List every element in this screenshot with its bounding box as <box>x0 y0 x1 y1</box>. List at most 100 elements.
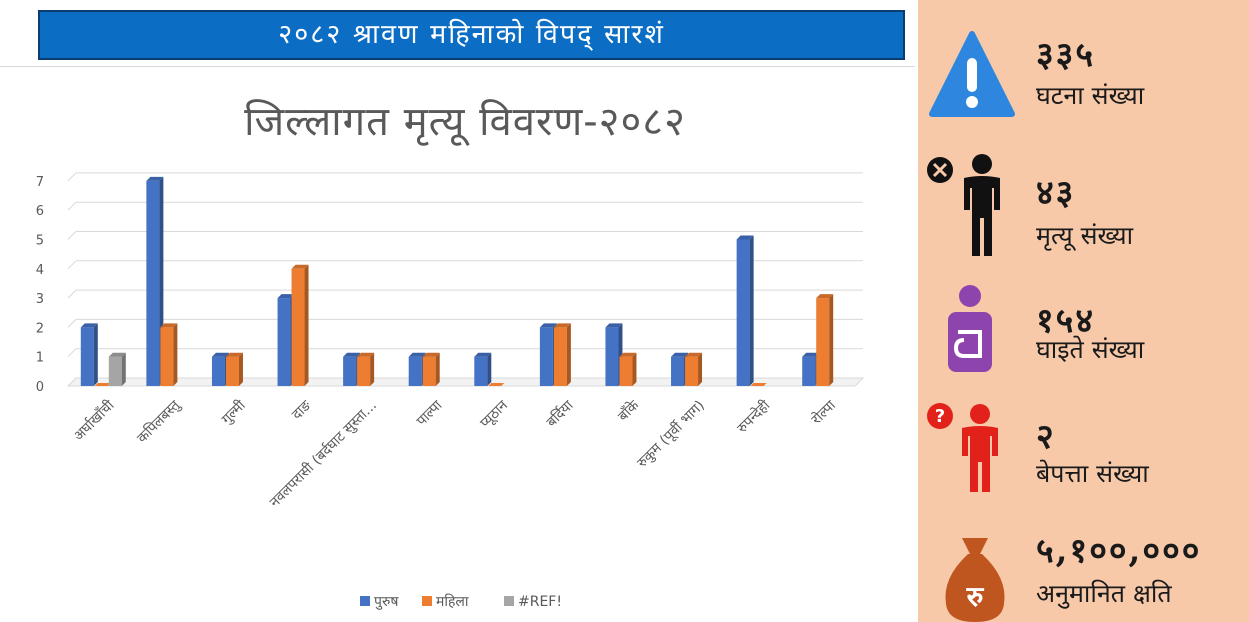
stat-missing: ? २ बेपत्ता संख्या <box>918 398 1249 508</box>
bar-top <box>422 352 440 357</box>
stat-loss: रु ५,१००,००० अनुमानित क्षति <box>918 522 1249 622</box>
district-deaths-bar-chart: 0 1 2 3 4 5 6 7 अर्घाखाँची कपिलबस्तु गुल्मी दाङनवलप… <box>36 172 865 610</box>
bar-top <box>802 352 820 357</box>
bar-top <box>108 352 126 357</box>
legend-swatch <box>504 596 514 606</box>
bar-male <box>802 356 816 386</box>
y-tick-label: 1 <box>36 351 44 366</box>
y-tick-label: 5 <box>36 234 44 249</box>
svg-text:रु: रु <box>966 580 985 613</box>
bar-female <box>357 356 371 386</box>
x-tick-label: अर्घाखाँची <box>70 397 118 445</box>
bar-top <box>685 352 703 357</box>
bar-male <box>146 180 160 386</box>
banner-divider <box>0 66 915 67</box>
stat-label: अनुमानित क्षति <box>1036 579 1172 608</box>
x-tick-label: रोल्पा <box>808 397 839 428</box>
legend-swatch <box>360 596 370 606</box>
stat-value: ४३ <box>1036 173 1076 213</box>
warning-icon <box>929 31 1015 117</box>
chart-floor <box>66 377 865 387</box>
bar-female <box>685 356 699 386</box>
bar-male <box>736 239 750 386</box>
x-tick-label: गुल्मी <box>218 397 249 428</box>
stat-value: २ <box>1036 417 1056 457</box>
stat-label: घाइते संख्या <box>1036 335 1145 364</box>
stat-incidents: ३३५ घटना संख्या <box>918 20 1249 130</box>
bar-side <box>566 323 571 386</box>
bar-female <box>553 327 567 386</box>
deceased-person-icon <box>927 154 1000 256</box>
x-tick-label: नवलपरासी (बर्दघाट सुस्ता... <box>266 397 380 511</box>
gridline-side <box>67 348 77 358</box>
bar-top <box>619 352 637 357</box>
bar-male <box>277 298 291 386</box>
bar-side <box>435 352 440 386</box>
legend-swatch <box>422 596 432 606</box>
bar-top <box>343 352 361 357</box>
bar-female <box>94 383 111 386</box>
bar-top <box>225 352 243 357</box>
summary-panel: ३३५ घटना संख्या ४३ मृत्यू संख्या १५४ घाइ… <box>918 0 1249 622</box>
bar-female <box>225 356 239 386</box>
bar-male <box>343 356 357 386</box>
bar-side <box>238 352 243 386</box>
bar-top <box>160 323 178 328</box>
stat-value: १५४ <box>1036 301 1096 341</box>
legend-label: #REF! <box>518 594 562 610</box>
injured-person-icon <box>948 285 992 372</box>
gridline-side <box>67 319 77 328</box>
stat-injured: १५४ घाइते संख्या <box>918 278 1249 388</box>
bar-female <box>291 268 305 386</box>
gridline-side <box>67 260 77 270</box>
svg-text:?: ? <box>935 406 945 427</box>
y-tick-label: 3 <box>36 292 44 307</box>
bar-top <box>146 176 164 181</box>
bar-female <box>422 356 436 386</box>
y-tick-label: 0 <box>36 380 44 395</box>
bar-ref <box>108 356 122 386</box>
x-tick-label: कपिलबस्तु <box>134 396 184 446</box>
stat-label: मृत्यू संख्या <box>1036 221 1134 250</box>
bar-male <box>474 356 488 386</box>
bar-male <box>408 356 422 386</box>
stat-label: घटना संख्या <box>1036 81 1145 110</box>
bar-male <box>605 327 619 386</box>
bar-top <box>539 323 557 328</box>
stat-value: ३३५ <box>1036 35 1096 75</box>
bar-male <box>539 327 553 386</box>
bar-top <box>816 294 834 299</box>
x-tick-label: रुपन्देही <box>734 397 774 437</box>
x-tick-label: बाँके <box>614 397 642 425</box>
money-bag-icon: रु <box>945 538 1005 622</box>
legend-label: पुरुष <box>374 594 399 610</box>
bar-male <box>671 356 685 386</box>
stat-value: ५,१००,००० <box>1036 531 1202 571</box>
bar-male <box>211 356 225 386</box>
bar-side <box>173 323 178 386</box>
bar-top <box>553 323 571 328</box>
bar-top <box>671 352 689 357</box>
x-tick-label: प्यूठान <box>477 397 511 431</box>
bar-top <box>736 235 754 240</box>
bar-side <box>698 352 703 386</box>
gridline-side <box>67 201 77 211</box>
y-tick-label: 6 <box>36 204 44 219</box>
bar-top <box>357 352 375 357</box>
y-tick-label: 4 <box>36 263 44 278</box>
y-tick-label: 2 <box>36 321 44 336</box>
bar-top <box>211 352 229 357</box>
stat-deaths: ४३ मृत्यू संख्या <box>918 148 1249 258</box>
x-tick-label: रुकुम (पूर्वी भाग) <box>634 397 708 471</box>
bar-top <box>605 323 623 328</box>
bar-side <box>829 294 834 386</box>
bar-top <box>408 352 426 357</box>
bar-female <box>816 298 830 386</box>
gridline-side <box>67 231 77 240</box>
x-tick-label: बर्दिया <box>543 397 577 431</box>
bar-side <box>93 323 98 386</box>
bar-female <box>750 383 767 386</box>
gridline-side <box>67 289 77 299</box>
bar-side <box>632 352 637 386</box>
bar-female <box>488 383 505 386</box>
